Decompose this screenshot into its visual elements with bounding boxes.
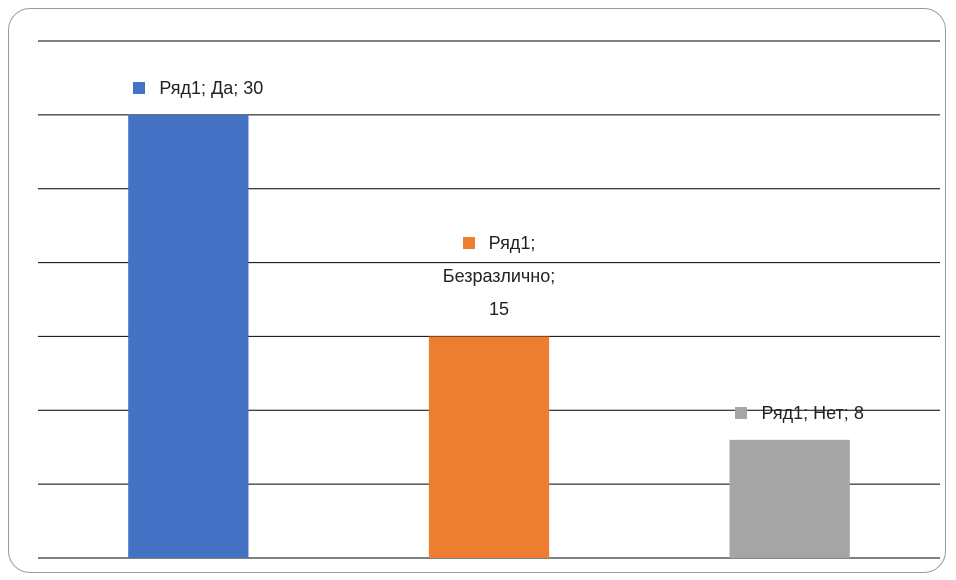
data-label: Ряд1; Безразлично; 15	[434, 227, 564, 326]
data-label: Ряд1; Нет; 8	[700, 397, 900, 430]
legend-key	[462, 237, 475, 250]
data-label-text: Ряд1; Нет; 8	[761, 402, 864, 423]
legend-key	[133, 81, 146, 94]
bar	[729, 439, 850, 558]
legend-key	[735, 406, 748, 419]
bar	[128, 114, 249, 558]
bar	[428, 336, 550, 558]
data-label-text: Ряд1; Безразлично; 15	[442, 233, 556, 320]
data-label-text: Ряд1; Да; 30	[159, 77, 264, 98]
chart-frame	[8, 8, 946, 573]
data-label: Ряд1; Да; 30	[98, 72, 298, 105]
